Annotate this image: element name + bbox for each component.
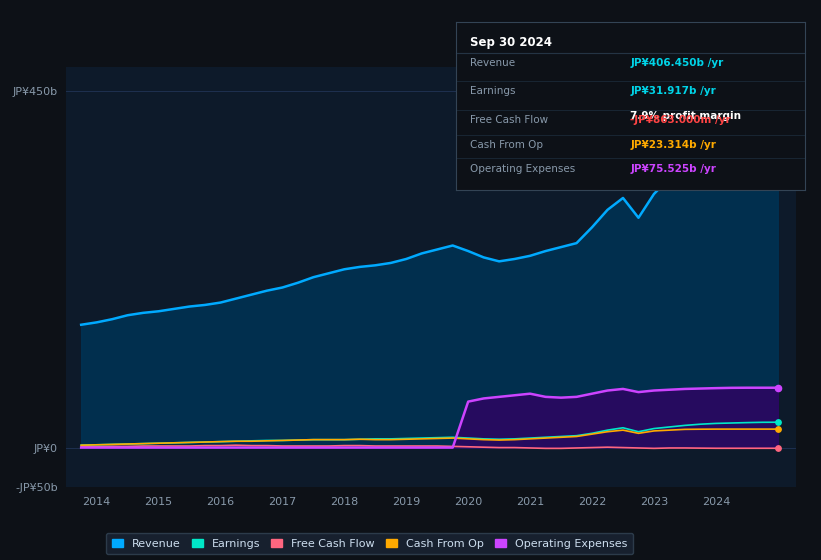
Text: Earnings: Earnings bbox=[470, 86, 515, 96]
Text: JP¥75.525b /yr: JP¥75.525b /yr bbox=[631, 164, 716, 174]
Point bbox=[771, 383, 784, 392]
Text: JP¥31.917b /yr: JP¥31.917b /yr bbox=[631, 86, 716, 96]
Text: Sep 30 2024: Sep 30 2024 bbox=[470, 36, 552, 49]
Text: JP¥23.314b /yr: JP¥23.314b /yr bbox=[631, 140, 716, 150]
Legend: Revenue, Earnings, Free Cash Flow, Cash From Op, Operating Expenses: Revenue, Earnings, Free Cash Flow, Cash … bbox=[106, 533, 633, 554]
Text: Operating Expenses: Operating Expenses bbox=[470, 164, 575, 174]
Text: Revenue: Revenue bbox=[470, 58, 515, 68]
Text: 7.9% profit margin: 7.9% profit margin bbox=[631, 111, 741, 122]
Point bbox=[771, 444, 784, 452]
Text: Free Cash Flow: Free Cash Flow bbox=[470, 115, 548, 125]
Point bbox=[771, 424, 784, 433]
Point bbox=[771, 120, 784, 129]
Text: Cash From Op: Cash From Op bbox=[470, 140, 543, 150]
Point bbox=[771, 418, 784, 427]
Text: JP¥406.450b /yr: JP¥406.450b /yr bbox=[631, 58, 723, 68]
Text: -JP¥863.000m /yr: -JP¥863.000m /yr bbox=[631, 115, 731, 125]
